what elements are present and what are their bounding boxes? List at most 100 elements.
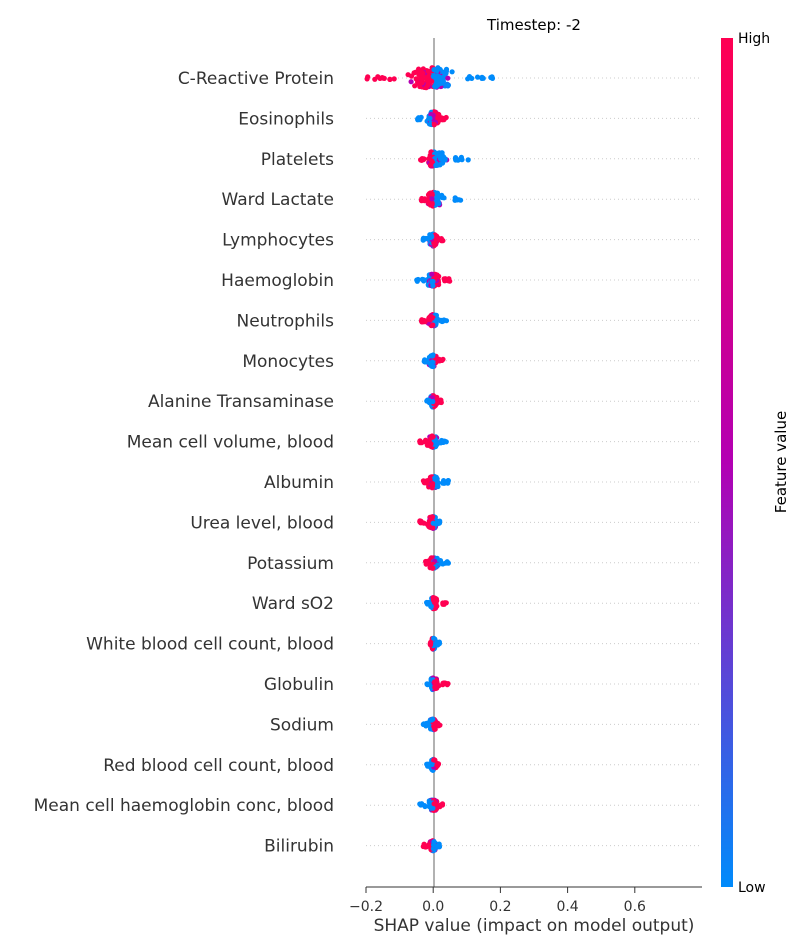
shap-point bbox=[431, 635, 437, 641]
feature-label: C-Reactive Protein bbox=[178, 69, 334, 89]
shap-point bbox=[453, 157, 459, 163]
shap-point bbox=[444, 82, 451, 88]
shap-point bbox=[431, 839, 437, 845]
x-tick-label: 0.0 bbox=[422, 899, 444, 915]
x-tick-label: 0.6 bbox=[624, 899, 646, 915]
shap-point bbox=[432, 241, 438, 247]
shap-point bbox=[435, 843, 441, 849]
shap-point bbox=[430, 322, 436, 328]
feature-label: Albumin bbox=[264, 473, 334, 493]
feature-label: Urea level, blood bbox=[190, 513, 334, 533]
x-tick-label: −0.2 bbox=[349, 899, 383, 915]
shap-point bbox=[440, 160, 446, 166]
shap-point bbox=[427, 121, 433, 127]
shap-point bbox=[423, 235, 429, 242]
shap-point bbox=[425, 761, 431, 767]
feature-label: Haemoglobin bbox=[221, 271, 334, 291]
shap-point bbox=[436, 201, 442, 207]
shap-point bbox=[423, 85, 429, 91]
shap-point bbox=[436, 639, 442, 645]
shap-point bbox=[420, 843, 426, 850]
shap-point bbox=[433, 192, 439, 198]
shap-point bbox=[429, 78, 435, 84]
shap-point bbox=[379, 75, 385, 81]
shap-point bbox=[425, 68, 431, 74]
shap-point bbox=[408, 79, 414, 85]
shap-point bbox=[417, 518, 423, 524]
feature-label: Eosinophils bbox=[238, 109, 334, 129]
shap-point bbox=[419, 276, 425, 282]
beeswarm-points bbox=[364, 65, 496, 854]
shap-point bbox=[434, 317, 440, 323]
shap-point bbox=[430, 595, 436, 601]
shap-point bbox=[424, 358, 430, 364]
shap-point bbox=[427, 641, 433, 648]
shap-point bbox=[424, 559, 430, 565]
shap-point bbox=[429, 158, 435, 164]
shap-point bbox=[439, 801, 446, 807]
shap-point bbox=[445, 75, 451, 81]
x-tick-label: 0.4 bbox=[556, 899, 578, 915]
shap-point bbox=[443, 439, 449, 445]
shap-point bbox=[431, 801, 437, 807]
colorbar bbox=[721, 38, 733, 887]
feature-label: Globulin bbox=[264, 675, 334, 695]
shap-point bbox=[430, 481, 436, 487]
shap-point bbox=[405, 72, 411, 78]
feature-label: Sodium bbox=[270, 715, 334, 735]
shap-point bbox=[417, 68, 423, 74]
shap-point bbox=[424, 601, 430, 607]
shap-point bbox=[426, 681, 432, 687]
shap-point bbox=[430, 353, 436, 359]
shap-point bbox=[436, 358, 443, 364]
feature-label: Monocytes bbox=[242, 352, 334, 372]
shap-point bbox=[449, 69, 455, 75]
feature-label: Ward Lactate bbox=[222, 190, 334, 210]
shap-point bbox=[489, 74, 495, 80]
shap-point bbox=[438, 238, 445, 244]
shap-point bbox=[431, 122, 437, 128]
shap-point bbox=[432, 475, 438, 481]
shap-point bbox=[433, 272, 439, 278]
shap-point bbox=[419, 156, 425, 162]
feature-label: Mean cell haemoglobin conc, blood bbox=[34, 796, 334, 816]
feature-label: Neutrophils bbox=[236, 311, 334, 331]
shap-point bbox=[412, 83, 418, 89]
shap-point bbox=[429, 271, 435, 277]
shap-point bbox=[372, 76, 378, 82]
shap-point bbox=[387, 76, 393, 82]
shap-point bbox=[436, 398, 442, 404]
colorbar-high-label: High bbox=[738, 31, 770, 47]
shap-point bbox=[439, 437, 445, 444]
shap-point bbox=[420, 478, 426, 484]
feature-label: Alanine Transaminase bbox=[148, 392, 334, 412]
x-axis-title: SHAP value (impact on model output) bbox=[374, 916, 695, 936]
shap-point bbox=[428, 441, 434, 447]
shap-point bbox=[443, 318, 450, 324]
shap-point bbox=[435, 722, 442, 728]
shap-point bbox=[421, 317, 427, 324]
shap-point bbox=[431, 67, 437, 73]
shap-point bbox=[422, 803, 428, 809]
shap-point bbox=[429, 192, 435, 198]
shap-point bbox=[431, 757, 437, 763]
shap-point bbox=[416, 115, 422, 121]
shap-point bbox=[427, 232, 433, 238]
shap-point bbox=[436, 75, 442, 81]
feature-label: Mean cell volume, blood bbox=[127, 433, 334, 453]
feature-label: Ward sO2 bbox=[252, 594, 334, 614]
shap-point bbox=[419, 80, 425, 86]
shap-point bbox=[414, 278, 420, 284]
shap-point bbox=[438, 116, 444, 122]
shap-point bbox=[429, 196, 435, 202]
shap-point bbox=[415, 79, 421, 85]
shap-point bbox=[430, 565, 436, 571]
shap-point bbox=[465, 157, 471, 163]
shap-point bbox=[436, 520, 443, 526]
shap-point bbox=[445, 480, 451, 486]
shap-point bbox=[438, 317, 444, 323]
shap-point bbox=[364, 76, 370, 82]
shap-point bbox=[391, 76, 397, 82]
shap-point bbox=[469, 75, 475, 81]
shap-point bbox=[428, 111, 434, 118]
